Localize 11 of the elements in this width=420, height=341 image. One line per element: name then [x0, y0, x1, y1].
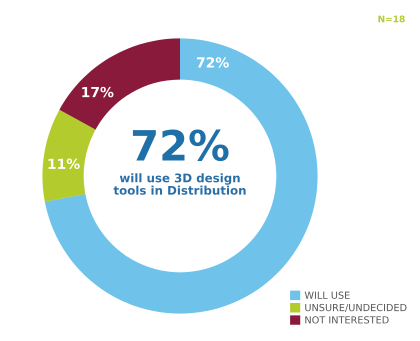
- legend-label: NOT INTERESTED: [305, 316, 389, 324]
- data-label: 72%: [196, 57, 229, 68]
- donut-slice: [59, 38, 180, 130]
- text: will use 3D design tools in Distribution: [114, 173, 246, 195]
- legend-label: WILL USE: [304, 292, 350, 299]
- donut-slice: [42, 110, 96, 202]
- text: 72%: [132, 130, 229, 162]
- text: N=18: [378, 16, 405, 22]
- data-label: 17%: [82, 86, 114, 98]
- legend-label: UNSURE/UNDECIDED: [305, 304, 406, 312]
- data-label: 11%: [48, 158, 80, 170]
